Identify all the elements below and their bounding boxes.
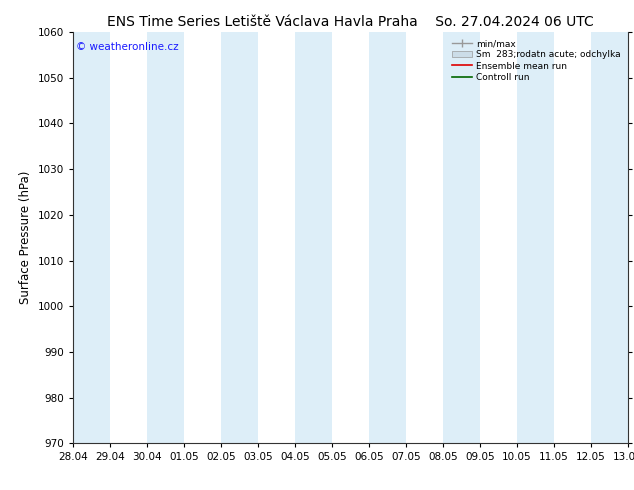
Bar <box>591 32 628 443</box>
Bar <box>221 32 258 443</box>
Text: © weatheronline.cz: © weatheronline.cz <box>75 42 178 52</box>
Bar <box>517 32 553 443</box>
Y-axis label: Surface Pressure (hPa): Surface Pressure (hPa) <box>19 171 32 304</box>
Bar <box>443 32 480 443</box>
Bar <box>147 32 184 443</box>
Legend: min/max, Sm  283;rodatn acute; odchylka, Ensemble mean run, Controll run: min/max, Sm 283;rodatn acute; odchylka, … <box>450 36 623 85</box>
Bar <box>295 32 332 443</box>
Bar <box>369 32 406 443</box>
Bar <box>73 32 110 443</box>
Title: ENS Time Series Letiště Václava Havla Praha    So. 27.04.2024 06 UTC: ENS Time Series Letiště Václava Havla Pr… <box>107 15 593 29</box>
